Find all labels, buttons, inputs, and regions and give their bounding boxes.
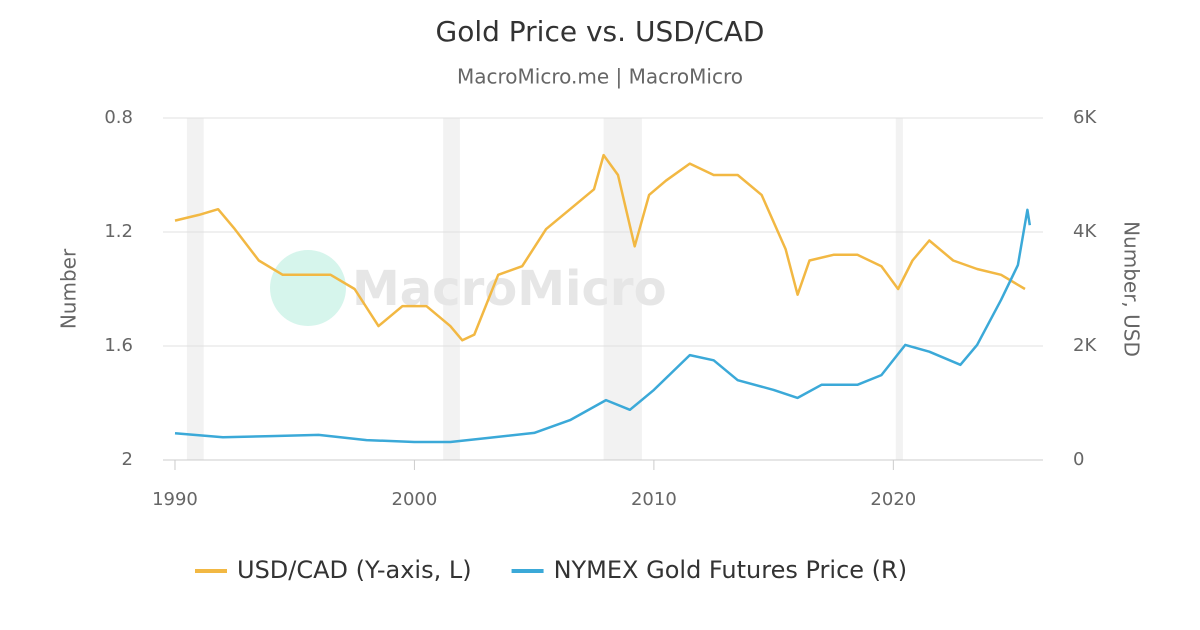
legend-label: USD/CAD (Y-axis, L): [237, 556, 472, 584]
chart-subtitle: MacroMicro.me | MacroMicro: [457, 65, 743, 89]
y-tick-label: 2: [122, 449, 133, 470]
y2-tick-label: 4K: [1073, 221, 1097, 242]
y2-tick-label: 0: [1073, 449, 1084, 470]
x-tick-label: 2010: [631, 489, 677, 510]
y-tick-label: 0.8: [104, 107, 133, 128]
y-tick-label: 1.6: [104, 335, 133, 356]
y-axis-title: Number: [57, 248, 81, 329]
y2-tick-label: 6K: [1073, 107, 1097, 128]
shaded-period: [186, 118, 204, 460]
y2-axis-title: Number, USD: [1120, 221, 1144, 357]
data-line: [174, 153, 1026, 342]
data-line: [174, 208, 1032, 444]
y2-tick-label: 2K: [1073, 335, 1097, 356]
watermark-logo: [270, 250, 346, 326]
x-tick-label: 2000: [392, 489, 438, 510]
y-tick-label: 1.2: [104, 221, 133, 242]
x-tick-label: 2020: [870, 489, 916, 510]
shaded-period: [443, 118, 460, 460]
x-tick-label: 1990: [152, 489, 198, 510]
chart-title: Gold Price vs. USD/CAD: [436, 15, 765, 48]
legend-label: NYMEX Gold Futures Price (R): [554, 556, 908, 584]
